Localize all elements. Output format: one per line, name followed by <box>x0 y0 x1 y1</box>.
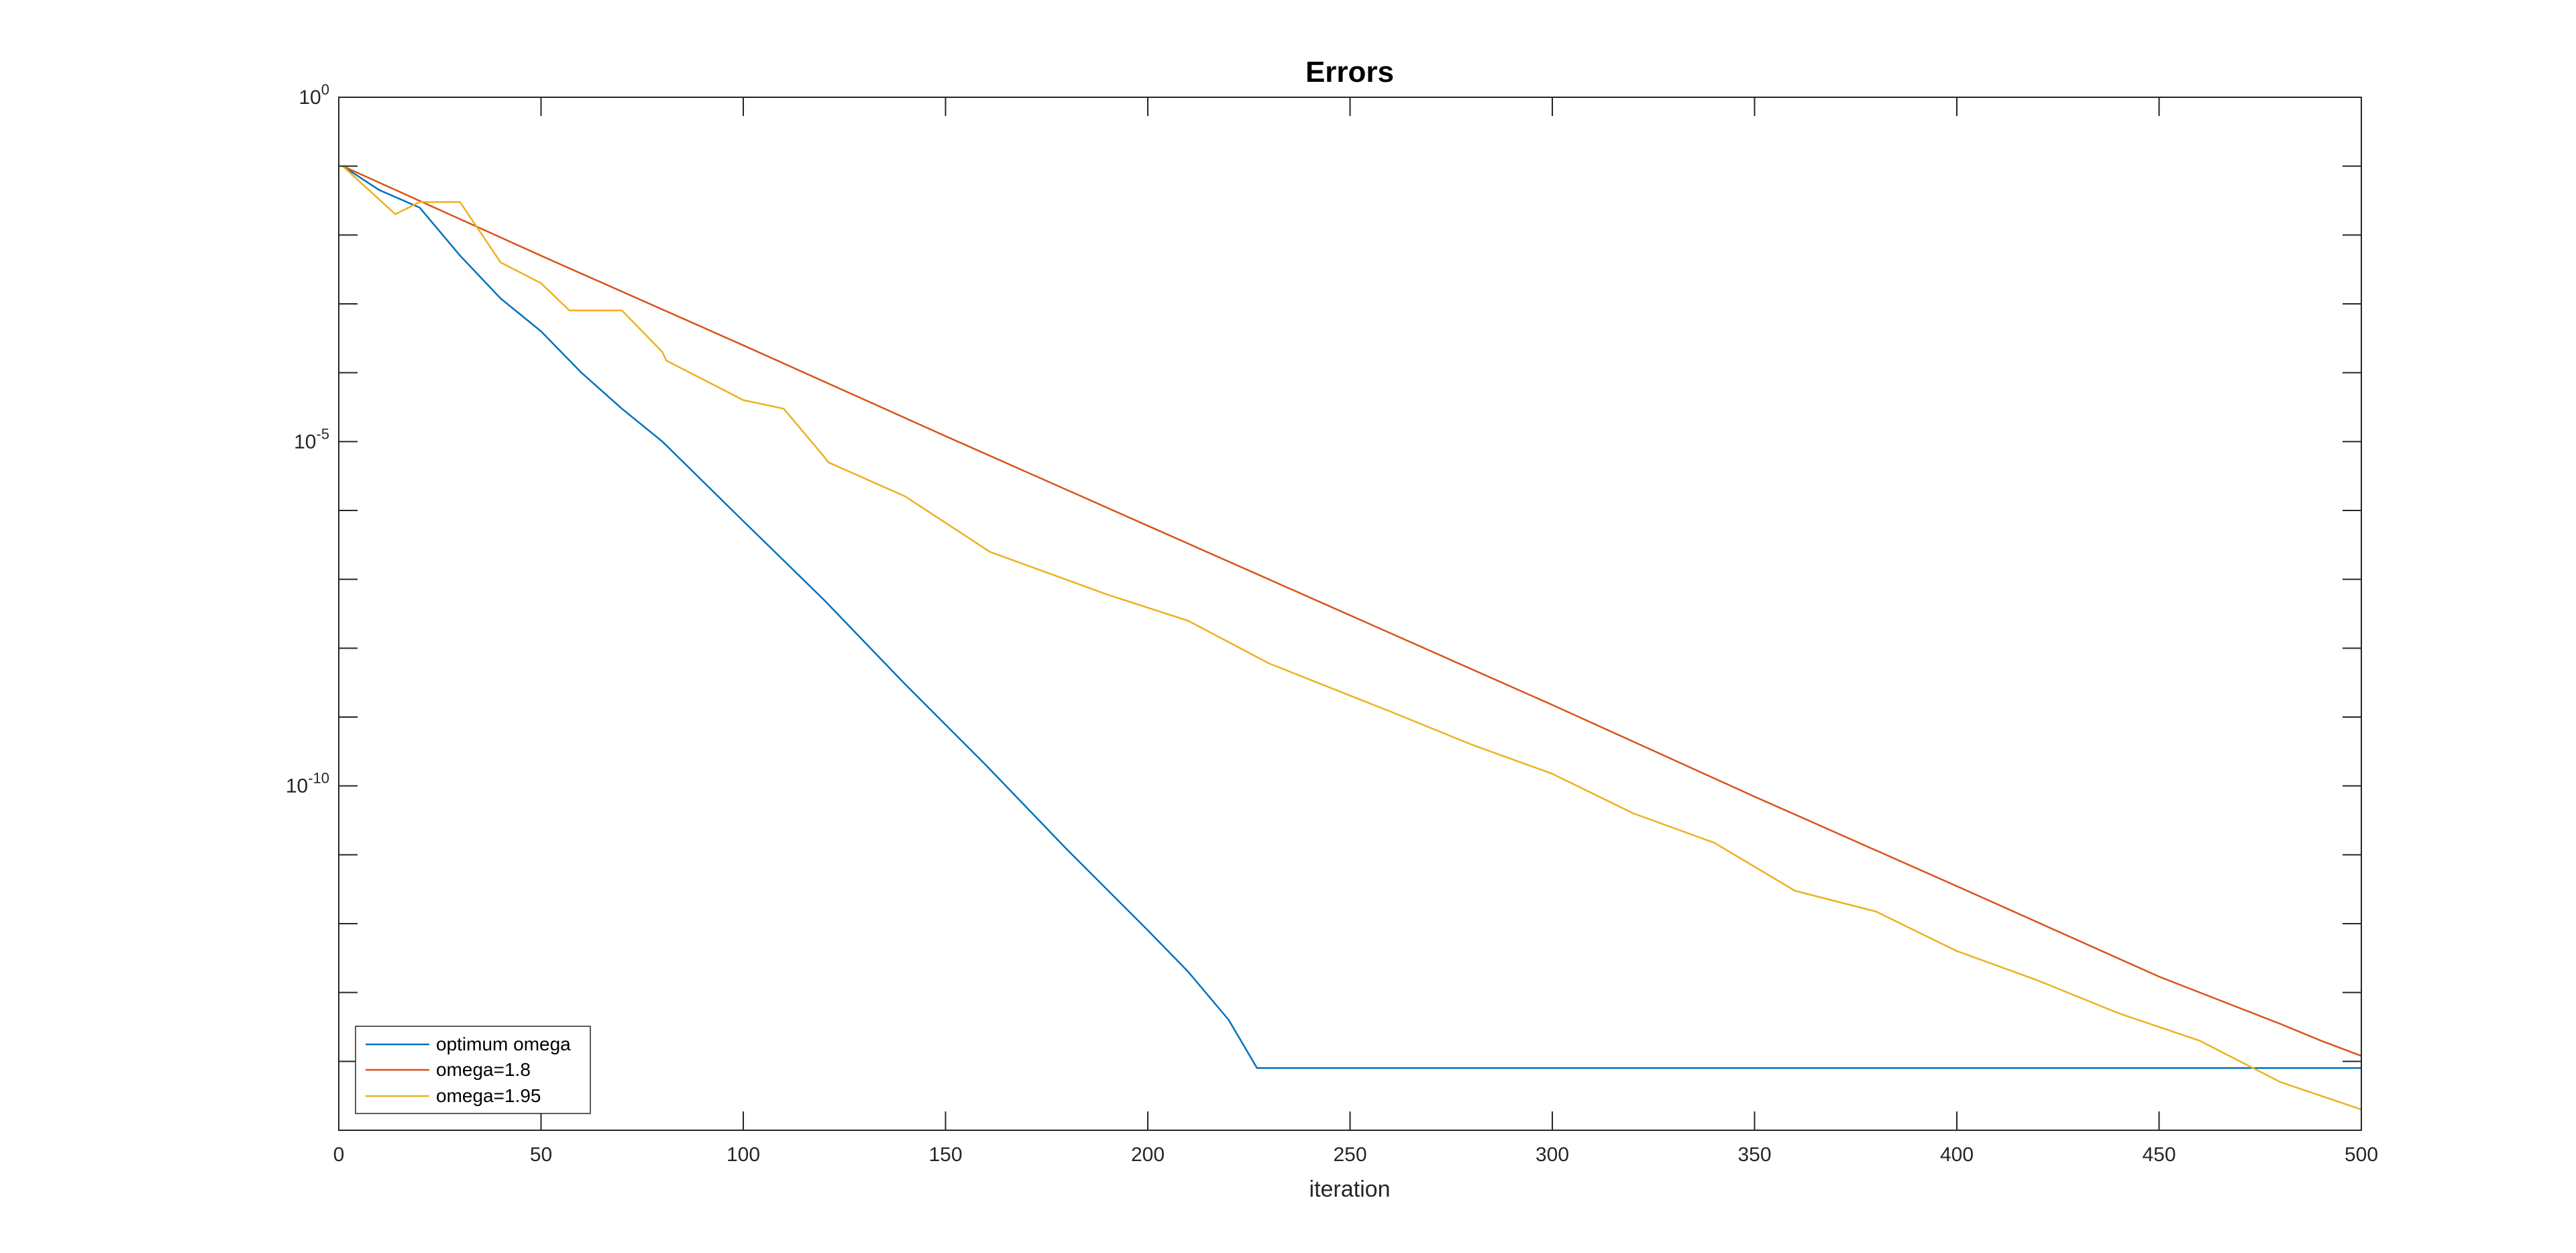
y-axis-ticks: 100 10-5 10-10 <box>286 81 2361 1063</box>
y-tick-label: 100 <box>299 81 329 109</box>
y-tick-label: 10-5 <box>294 425 329 453</box>
x-tick-label: 350 <box>1737 1144 1771 1166</box>
x-tick-label: 150 <box>928 1144 962 1166</box>
x-tick-label: 300 <box>1536 1144 1569 1166</box>
x-tick-label: 450 <box>2142 1144 2176 1166</box>
legend-entry-omega-1-95: omega=1.95 <box>436 1085 541 1106</box>
x-axis-label: iteration <box>1309 1177 1391 1202</box>
x-tick-label: 200 <box>1131 1144 1165 1166</box>
x-axis-ticks: 0 50 100 150 200 250 300 350 400 450 500 <box>333 97 2378 1166</box>
legend: optimum omega omega=1.8 omega=1.95 <box>355 1026 591 1114</box>
plot-area <box>339 97 2361 1130</box>
x-tick-label: 400 <box>1940 1144 1974 1166</box>
x-tick-label: 0 <box>333 1144 345 1166</box>
chart-title: Errors <box>1305 56 1394 89</box>
series-line-2 <box>342 165 2362 1111</box>
x-tick-label: 500 <box>2345 1144 2378 1166</box>
x-tick-label: 250 <box>1333 1144 1366 1166</box>
series-layer <box>342 165 2362 1111</box>
legend-entry-omega-1-8: omega=1.8 <box>436 1059 531 1080</box>
series-line-0 <box>342 165 2361 1069</box>
series-line-1 <box>342 165 2362 1057</box>
x-tick-label: 50 <box>530 1144 552 1166</box>
x-tick-label: 100 <box>727 1144 760 1166</box>
legend-entry-optimum-omega: optimum omega <box>436 1034 571 1054</box>
y-tick-label: 10-10 <box>286 770 329 798</box>
